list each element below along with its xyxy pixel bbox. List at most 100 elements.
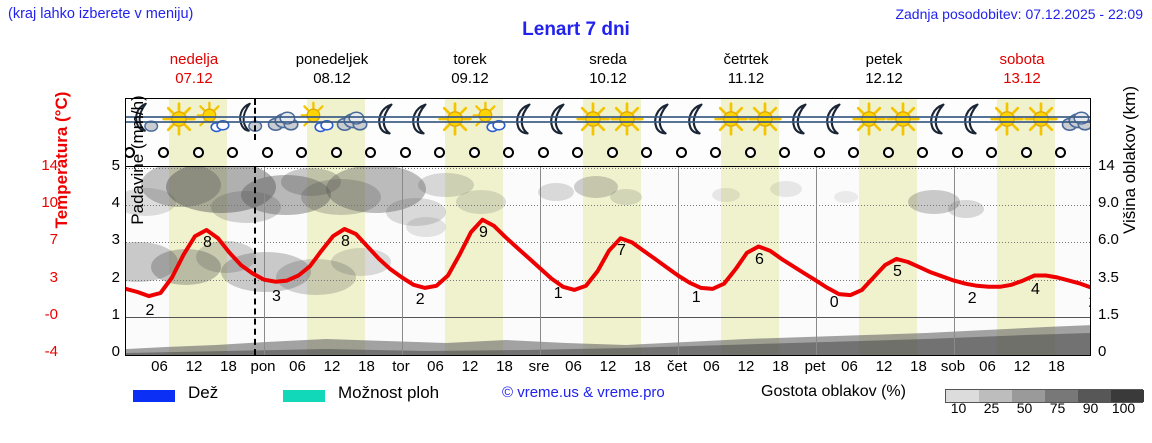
gridline-horizontal xyxy=(126,280,1090,281)
sun-icon xyxy=(609,100,645,138)
temperature-tick-label: 7 xyxy=(49,231,58,249)
weather-icon-band xyxy=(125,98,1091,140)
gridline-day-separator xyxy=(816,167,817,355)
day-name: torek xyxy=(453,51,487,68)
hour-marker xyxy=(1020,147,1032,158)
cloud-density-value: 90 xyxy=(1082,400,1099,416)
showers-swatch xyxy=(283,390,325,402)
moon-icon xyxy=(506,100,542,138)
precipitation-tick-label: 5 xyxy=(111,157,120,174)
sun-icon xyxy=(851,100,887,138)
day-name: sobota xyxy=(999,51,1045,68)
gridline-horizontal xyxy=(126,354,1090,355)
sun-icon xyxy=(747,100,783,138)
gridline-day-separator xyxy=(402,167,403,355)
time-tick-label: 12 xyxy=(875,358,893,375)
time-tick-label: 06 xyxy=(151,358,168,375)
time-tick-label: sre xyxy=(528,358,550,375)
temperature-curve xyxy=(126,217,1090,299)
credit-link[interactable]: © vreme.us & vreme.pro xyxy=(502,384,665,401)
gridline-horizontal xyxy=(126,168,1090,169)
hour-marker xyxy=(365,147,377,158)
moon-icon xyxy=(540,100,576,138)
hour-marker xyxy=(744,147,756,158)
day-date: 07.12 xyxy=(175,70,213,87)
rain-legend-label: Dež xyxy=(188,383,219,402)
cloudheight-tick-label: 3.5 xyxy=(1098,268,1119,286)
hour-marker xyxy=(641,147,653,158)
cloud-icon xyxy=(333,100,369,138)
temperature-tick-label: -0 xyxy=(44,305,58,323)
current-time-marker xyxy=(253,99,256,140)
moon-icon xyxy=(920,100,956,138)
sun-cloud-icon xyxy=(195,100,231,138)
time-tick-label: 18 xyxy=(220,358,237,375)
day-name: nedelja xyxy=(169,51,219,68)
cloud-density-segment xyxy=(1045,390,1078,402)
hour-marker xyxy=(434,147,446,158)
time-tick-label: 12 xyxy=(1013,358,1031,375)
temperature-value-label: 1 xyxy=(691,288,701,306)
time-tick-label: 12 xyxy=(323,358,341,375)
cloud-icon xyxy=(1058,100,1090,138)
daylight-band xyxy=(721,167,779,355)
hour-marker xyxy=(710,147,722,158)
precipitation-tick-label: 1 xyxy=(111,305,120,323)
time-tick-label: 06 xyxy=(703,358,720,375)
last-update-text: Zadnja posodobitev: 07.12.2025 - 22:09 xyxy=(895,6,1143,22)
day-date: 08.12 xyxy=(313,70,351,87)
day-heading: nedelja 07.12 xyxy=(125,50,263,88)
hour-marker xyxy=(986,147,998,158)
cloud-density-value: 10 xyxy=(950,400,967,416)
precipitation-axis-title: Padavine (mm/h) xyxy=(128,95,147,225)
day-name: ponedeljek xyxy=(295,51,369,68)
hour-marker xyxy=(917,147,929,158)
temperature-value-label: 6 xyxy=(755,250,764,268)
time-tick-label: 12 xyxy=(461,358,479,375)
day-date: 12.12 xyxy=(865,70,903,87)
daylight-band xyxy=(583,167,641,355)
time-tick-label: 06 xyxy=(289,358,306,375)
hour-marker xyxy=(158,147,170,158)
location-menu-note[interactable]: (kraj lahko izberete v meniju) xyxy=(8,6,194,22)
gridline-horizontal xyxy=(126,205,1090,206)
temperature-value-label: 9 xyxy=(479,223,488,241)
sun-icon xyxy=(885,100,921,138)
time-tick-label: 12 xyxy=(185,358,203,375)
hour-marker xyxy=(261,147,273,158)
precipitation-tick-label: 2 xyxy=(111,268,120,286)
gridline-day-separator xyxy=(264,167,265,355)
temperature-tick-label: -4 xyxy=(44,343,58,360)
moon-icon xyxy=(368,100,404,138)
cloud-density-value: 25 xyxy=(983,400,1000,416)
showers-legend-label: Možnost ploh xyxy=(338,383,440,402)
observation-marker-band xyxy=(125,140,1091,166)
day-heading: sreda 10.12 xyxy=(539,50,677,88)
time-tick-label: 18 xyxy=(1048,358,1065,375)
day-heading: torek 09.12 xyxy=(401,50,539,88)
hour-marker xyxy=(126,147,135,158)
day-heading: sobota 13.12 xyxy=(953,50,1091,88)
cloud-density-segment xyxy=(946,390,979,402)
forecast-plot: 2 8 3 8 2 9 1 7 1 6 0 5 2 4 2 xyxy=(125,166,1091,356)
time-tick-label: sob xyxy=(940,358,966,375)
day-name: petek xyxy=(865,51,903,68)
cloudheight-axis-title: Višina oblakov (km) xyxy=(1120,85,1139,235)
page-title: Lenart 7 dni xyxy=(522,19,630,40)
temperature-tick-label: 14 xyxy=(41,157,58,174)
sun-cloud-icon xyxy=(299,100,335,138)
temperature-value-label: 2 xyxy=(415,290,425,308)
moon-cloud-icon xyxy=(230,100,266,138)
hour-marker xyxy=(882,147,894,158)
time-axis-labels: 06 12 18 pon 06 12 18 tor 06 12 18 sre 06 12 18 čet 06 12… xyxy=(125,358,1091,380)
temperature-value-label: 1 xyxy=(553,284,563,302)
cloudheight-tick-label: 6.0 xyxy=(1098,231,1119,249)
cloudheight-tick-label: 9.0 xyxy=(1098,194,1119,212)
day-date: 13.12 xyxy=(1003,70,1041,87)
sun-icon xyxy=(575,100,611,138)
temperature-value-label: 2 xyxy=(1086,294,1090,312)
gridline-day-separator xyxy=(540,167,541,355)
sun-icon xyxy=(437,100,473,138)
moon-icon xyxy=(402,100,438,138)
